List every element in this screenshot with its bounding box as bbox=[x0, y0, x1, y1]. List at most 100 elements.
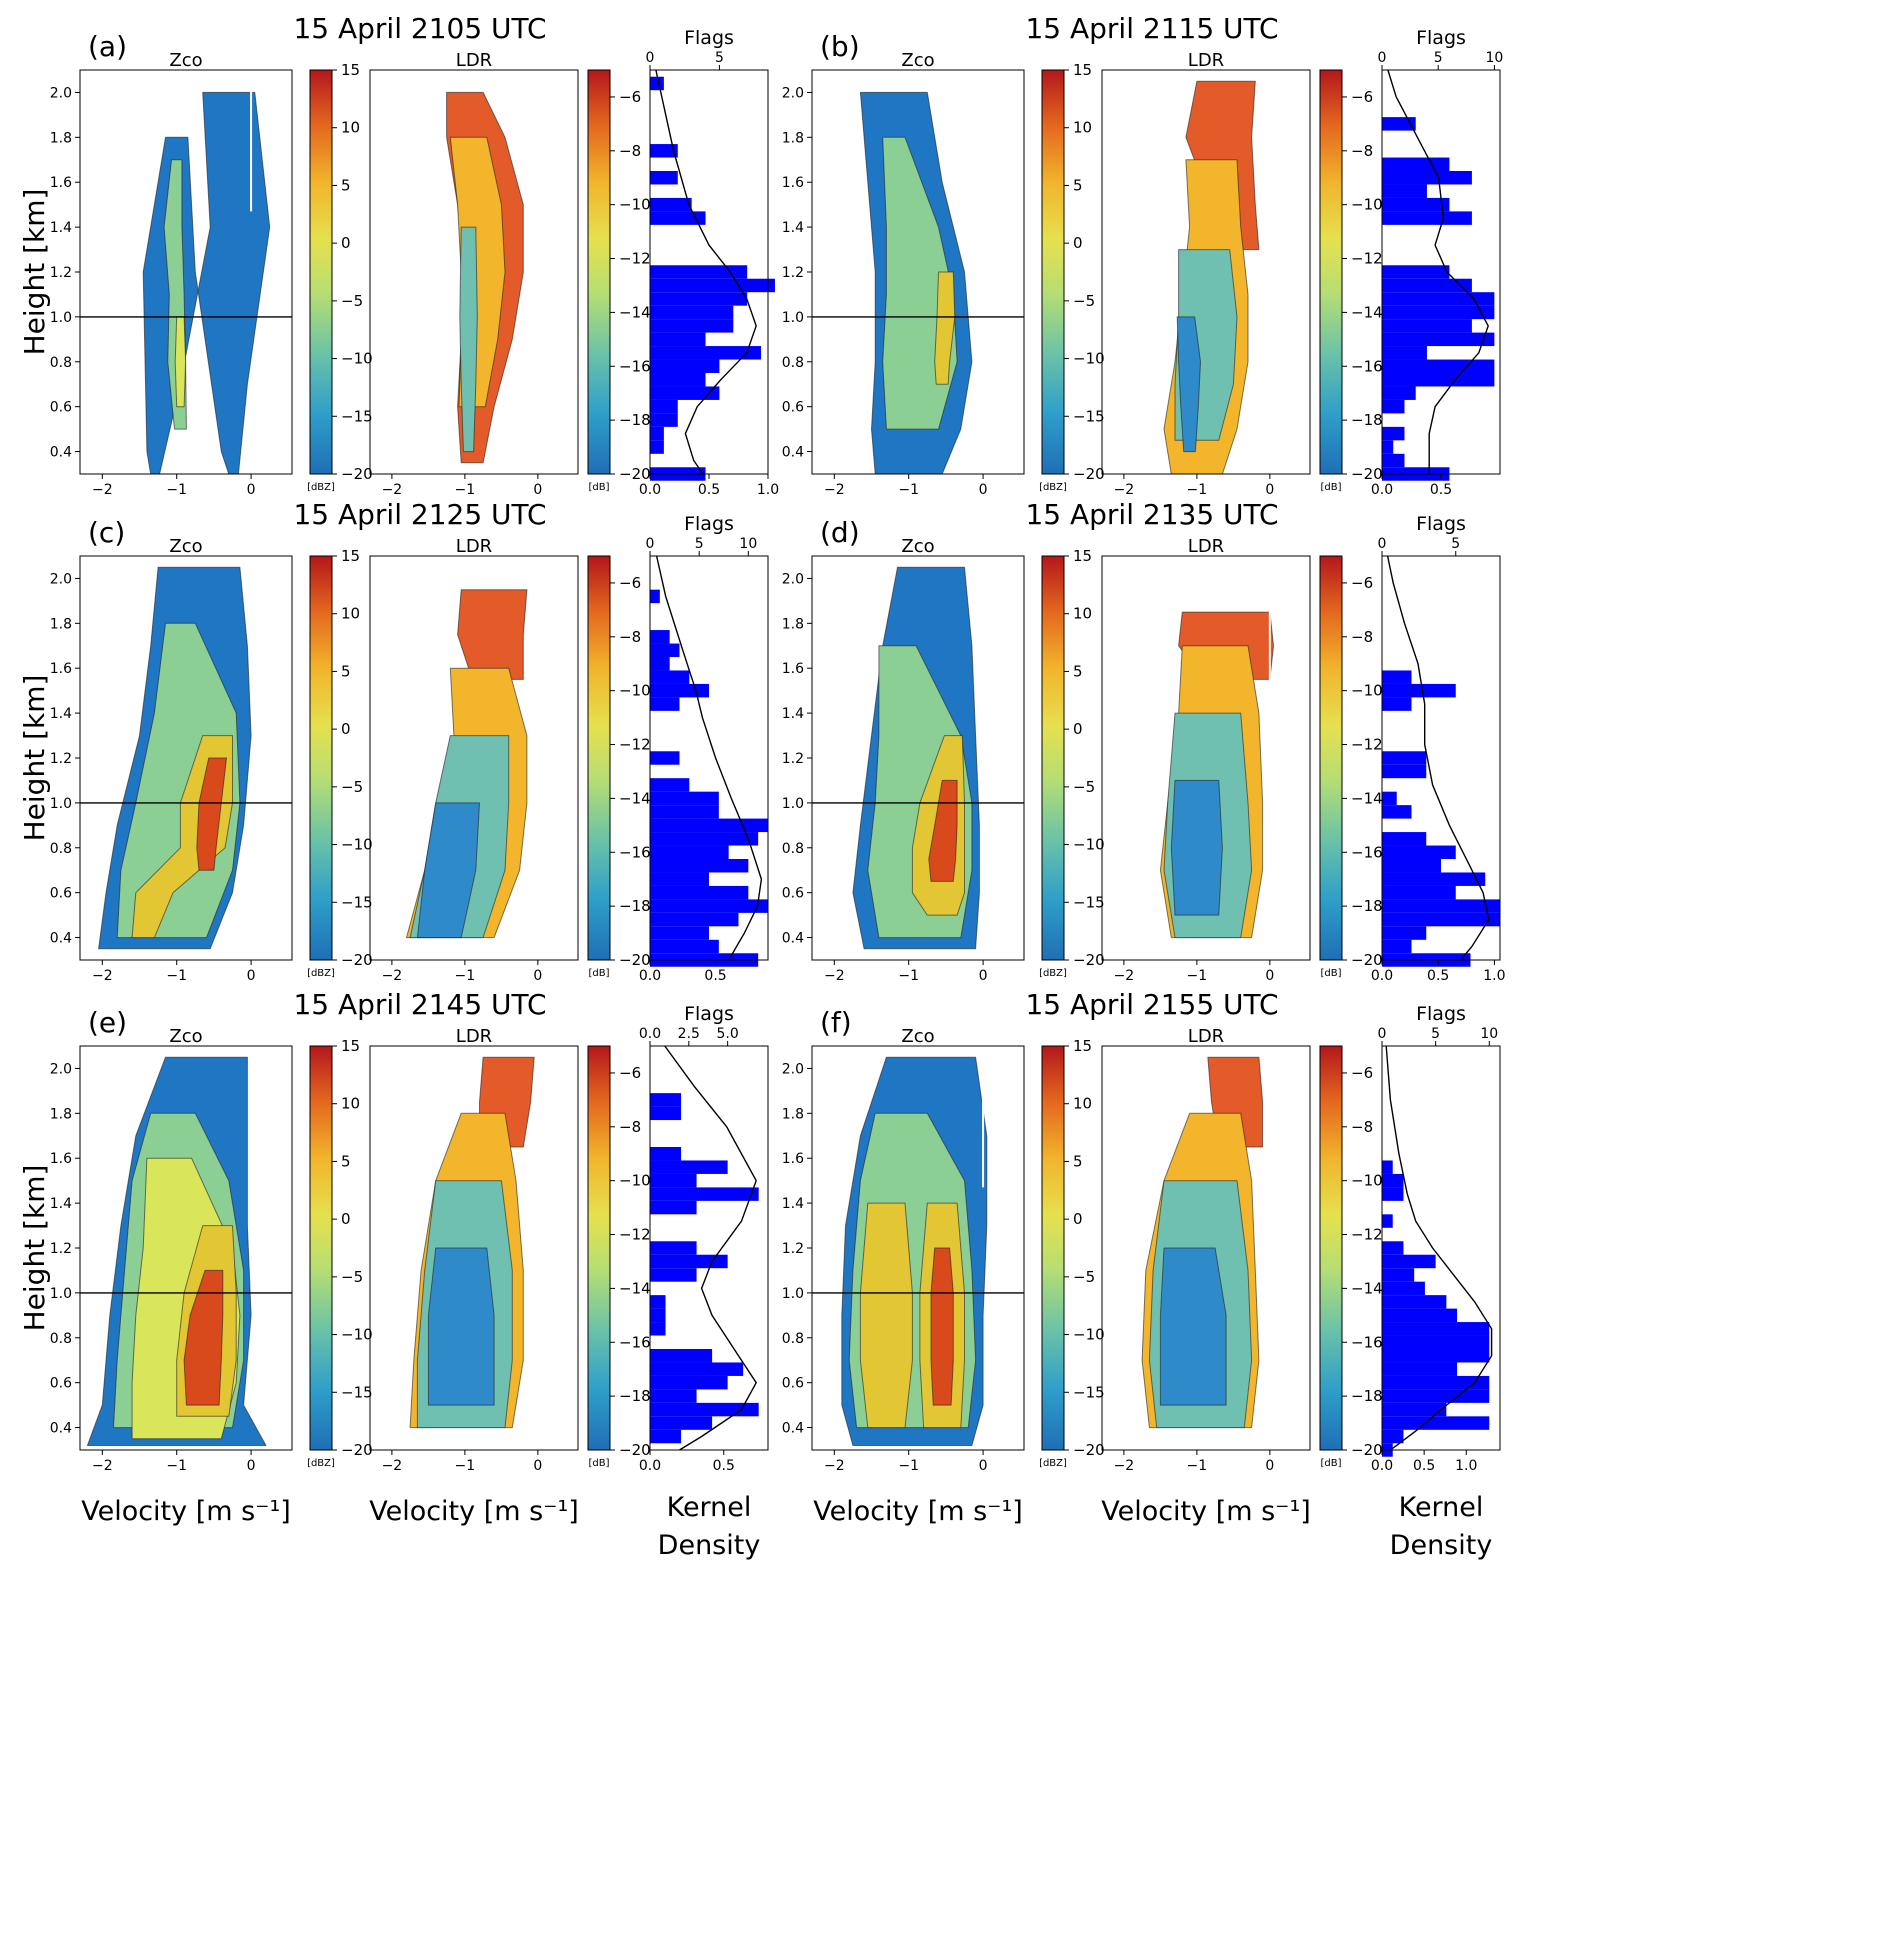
flags-label: Flags bbox=[684, 513, 734, 535]
ytick-label: 1.2 bbox=[50, 751, 72, 767]
ldr-colorbar-tick-label: −12 bbox=[1351, 1226, 1383, 1244]
ldr-colorbar-gradient bbox=[1319, 69, 1343, 475]
ldr-colorbar-tick-label: −6 bbox=[619, 88, 641, 106]
ldr-colorbar-tick-label: −18 bbox=[1351, 1387, 1383, 1405]
flag-bar bbox=[650, 912, 739, 927]
ldr-xtick-label: −2 bbox=[1114, 482, 1135, 498]
zco-colorbar-unit: [dBZ] bbox=[1039, 968, 1067, 979]
ytick-label: 0.4 bbox=[782, 1421, 804, 1437]
zco-colorbar-gradient bbox=[309, 555, 333, 961]
ytick-label: 0.6 bbox=[50, 400, 72, 416]
ytick-label: 1.6 bbox=[782, 1151, 804, 1167]
flags-label: Flags bbox=[1416, 27, 1466, 49]
zco-colorbar-tick-label: 15 bbox=[1073, 61, 1092, 79]
flags-tick-label: 0 bbox=[646, 536, 655, 552]
ldr-xtick-label: −1 bbox=[1187, 968, 1208, 984]
flag-bar bbox=[1382, 373, 1495, 387]
kde-xtick-label: 0.5 bbox=[698, 482, 720, 498]
zco-xtick-label: 0 bbox=[247, 482, 256, 498]
kde-frame bbox=[649, 555, 769, 961]
flag-bar bbox=[650, 805, 719, 819]
flag-bar bbox=[1382, 1375, 1490, 1390]
flag-bar bbox=[650, 1106, 682, 1121]
ytick-label: 1.2 bbox=[782, 265, 804, 281]
ldr-colorbar-tick-label: −18 bbox=[1351, 897, 1383, 915]
flag-bar bbox=[1382, 764, 1427, 779]
ldr-colorbar-tick-label: −8 bbox=[619, 1118, 641, 1136]
zco-contour-band bbox=[174, 316, 187, 408]
flag-bar bbox=[650, 413, 678, 427]
flag-bar bbox=[1382, 1416, 1490, 1430]
flag-bar bbox=[650, 1268, 697, 1282]
flag-bar bbox=[1382, 845, 1456, 859]
flag-bar bbox=[1382, 346, 1427, 360]
y-axis-label: Height [km] bbox=[18, 675, 51, 842]
zco-bands bbox=[852, 566, 980, 950]
zco-xtick-label: −2 bbox=[92, 482, 113, 498]
kde-xtick-label: 0.0 bbox=[1371, 482, 1393, 498]
ytick-label: 1.8 bbox=[50, 616, 72, 632]
zco-xtick-label: −2 bbox=[92, 968, 113, 984]
flag-bar bbox=[1382, 1281, 1425, 1296]
flag-bar bbox=[1382, 305, 1495, 320]
ldr-colorbar-tick-label: −14 bbox=[1351, 1279, 1383, 1297]
ytick-label: 2.0 bbox=[782, 571, 804, 587]
kde-xtick-label: 0.5 bbox=[1430, 482, 1452, 498]
flag-bar bbox=[650, 292, 748, 306]
ldr-contour-band bbox=[459, 226, 478, 453]
ldr-frame bbox=[1101, 69, 1311, 475]
ldr-colorbar-tick-label: −12 bbox=[619, 250, 651, 268]
velocity-axis-label: Velocity [m s⁻¹] bbox=[1101, 1496, 1311, 1527]
ldr-colorbar-tick-label: −18 bbox=[619, 411, 651, 429]
panel-e: (e)15 April 2145 UTC−2 −1 00.40.60.81.01.2… bbox=[50, 988, 769, 1474]
flag-bar bbox=[1382, 171, 1472, 185]
velocity-axis-label: Velocity [m s⁻¹] bbox=[369, 1496, 579, 1527]
flag-bar bbox=[1382, 885, 1456, 900]
panel-letter: (e) bbox=[88, 1006, 127, 1039]
zco-spectrum: −2 −1 0 0.4 0.6 0.8 1.0 1.2 1.4 1.6 1.8 2.0 bbox=[50, 1045, 293, 1474]
zco-colorbar-tick-label: −15 bbox=[1073, 407, 1105, 425]
ldr-xtick-label: −2 bbox=[382, 968, 403, 984]
flag-bar bbox=[1382, 1402, 1447, 1417]
flag-bar bbox=[650, 211, 706, 225]
ytick-label: 0.6 bbox=[782, 1376, 804, 1392]
flag-bar bbox=[650, 171, 678, 185]
ldr-colorbar-tick-label: −20 bbox=[1351, 951, 1383, 969]
kde-xtick-label: 0.0 bbox=[639, 968, 661, 984]
ldr-colorbar-tick-label: −16 bbox=[619, 1333, 651, 1351]
zco-xtick-label: 0 bbox=[247, 968, 256, 984]
zco-spectrum: −2 −1 0 0.4 0.6 0.8 1.0 1.2 1.4 1.6 1.8 2.0 bbox=[782, 69, 1025, 498]
flag-bar bbox=[650, 359, 720, 373]
flag-bar bbox=[1382, 265, 1450, 279]
flag-bar bbox=[650, 76, 664, 91]
zco-label: Zco bbox=[901, 536, 934, 557]
flag-bar bbox=[650, 1429, 682, 1444]
ldr-colorbar-tick-label: −14 bbox=[619, 1279, 651, 1297]
ldr-contour-band bbox=[457, 589, 528, 680]
ldr-colorbar-tick-label: −20 bbox=[619, 465, 651, 483]
flag-bar bbox=[650, 926, 709, 940]
ldr-bands bbox=[1159, 611, 1274, 939]
zco-colorbar-tick-label: 10 bbox=[341, 119, 360, 137]
ldr-xtick-label: 0 bbox=[1265, 1458, 1274, 1474]
ytick-label: 0.8 bbox=[50, 355, 72, 371]
zco-colorbar-tick-label: 10 bbox=[341, 605, 360, 623]
zco-spectrum: −2 −1 0 0.4 0.6 0.8 1.0 1.2 1.4 1.6 1.8 2.0 bbox=[50, 69, 293, 498]
ldr-colorbar-tick-label: −16 bbox=[619, 357, 651, 375]
ytick-label: 0.4 bbox=[50, 931, 72, 947]
flag-bar bbox=[1382, 386, 1416, 400]
flag-bar bbox=[1382, 872, 1486, 886]
flag-bar bbox=[1382, 670, 1412, 684]
ldr-spectrum: −2 −1 0 bbox=[1101, 69, 1311, 498]
ldr-colorbar-tick-label: −8 bbox=[1351, 628, 1373, 646]
kde-curve bbox=[1387, 69, 1489, 474]
flag-bar bbox=[1382, 832, 1427, 846]
zco-label: Zco bbox=[901, 50, 934, 71]
zco-colorbar-tick-label: 5 bbox=[1073, 662, 1083, 680]
flags-label: Flags bbox=[684, 27, 734, 49]
zco-colorbar-tick-label: −5 bbox=[1073, 1268, 1095, 1286]
flag-bar bbox=[650, 1147, 682, 1161]
flag-bar bbox=[650, 589, 660, 604]
velocity-axis-label: Velocity [m s⁻¹] bbox=[813, 1496, 1023, 1527]
kde-xtick-label: 1.0 bbox=[1455, 1458, 1477, 1474]
